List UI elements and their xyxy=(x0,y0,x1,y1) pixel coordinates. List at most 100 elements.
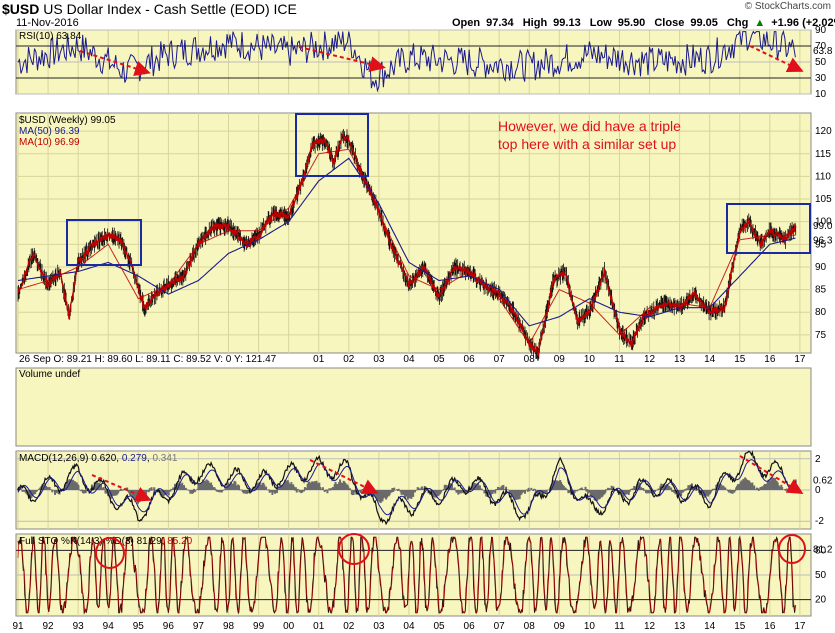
price-x-tick-10: 10 xyxy=(584,354,596,365)
price-x-tick-02: 02 xyxy=(343,354,355,365)
rsi-divergence-arrow-3 xyxy=(749,45,804,73)
low-value: 95.90 xyxy=(617,17,646,29)
price-x-tick-04: 04 xyxy=(403,354,415,365)
sto-highlight-circle-1 xyxy=(95,537,125,569)
sto-highlight-circle-3 xyxy=(778,534,806,564)
price-tick-95: 95 xyxy=(815,239,827,250)
macd-hist-value: 0.341 xyxy=(152,453,177,464)
price-x-tick-17: 17 xyxy=(794,354,806,365)
price-tick-90: 90 xyxy=(815,262,827,273)
price-tick-105: 105 xyxy=(815,194,832,205)
macd-divergence-arrow-2 xyxy=(309,459,379,494)
x-tick-10: 10 xyxy=(584,621,596,632)
instrument-name: US Dollar Index - Cash Settle (EOD) xyxy=(43,1,270,17)
rsi-divergence-arrow-1 xyxy=(79,50,151,77)
price-x-tick-07: 07 xyxy=(494,354,506,365)
x-tick-94: 94 xyxy=(103,621,115,632)
price-x-tick-16: 16 xyxy=(764,354,776,365)
price-tick-110: 110 xyxy=(815,171,831,182)
volume-panel xyxy=(15,367,812,447)
rsi-tick-30: 30 xyxy=(815,73,827,84)
price-x-tick-15: 15 xyxy=(734,354,746,365)
x-tick-96: 96 xyxy=(163,621,175,632)
close-label: Close xyxy=(654,17,685,29)
ma50-label: MA(50) 96.39 xyxy=(19,126,80,137)
sto-tick-80: 80 xyxy=(815,545,827,556)
macd-label-prefix: MACD(12,26,9) xyxy=(19,453,88,464)
chg-value: +1.96 (+2.02%) xyxy=(771,17,835,29)
x-tick-11: 11 xyxy=(614,621,625,632)
symbol: $USD xyxy=(2,1,40,17)
chg-label: Chg xyxy=(726,17,749,29)
x-tick-05: 05 xyxy=(433,621,445,632)
x-tick-92: 92 xyxy=(43,621,55,632)
price-last-value: 99.0 xyxy=(813,221,833,232)
price-tick-75: 75 xyxy=(815,330,827,341)
price-x-tick-14: 14 xyxy=(704,354,716,365)
sto-highlight-circle-2 xyxy=(338,533,370,565)
macd-line xyxy=(17,450,797,526)
x-tick-95: 95 xyxy=(133,621,145,632)
x-tick-91: 91 xyxy=(12,621,24,632)
watermark: © StockCharts.com xyxy=(744,1,831,12)
sto-label-prefix: Full STO %K(14,3) %D(3) xyxy=(19,536,134,547)
sto-tick-50: 50 xyxy=(815,570,827,581)
sto-last-value: 81.2 xyxy=(813,544,833,555)
sto-d-line xyxy=(17,535,796,615)
macd-signal-line xyxy=(17,459,796,516)
rsi-divergence-arrow-2 xyxy=(298,46,386,72)
macd-divergence-arrow-1 xyxy=(91,474,152,502)
x-tick-01: 01 xyxy=(313,621,325,632)
x-tick-16: 16 xyxy=(764,621,776,632)
x-tick-99: 99 xyxy=(253,621,265,632)
rsi-label: RSI(10) 63.84 xyxy=(19,31,82,42)
rsi-tick-50: 50 xyxy=(815,57,827,68)
price-x-tick-12: 12 xyxy=(644,354,656,365)
x-tick-12: 12 xyxy=(644,621,656,632)
sto-k-value: 81.29 xyxy=(137,536,162,547)
high-label: High xyxy=(522,17,548,29)
macd-tick-0: 0 xyxy=(815,485,821,496)
x-tick-17: 17 xyxy=(794,621,806,632)
high-value: 99.13 xyxy=(553,17,581,29)
rsi-last-value: 63.8 xyxy=(813,46,833,57)
price-x-tick-08: 08 xyxy=(524,354,536,365)
up-triangle-icon: ▲ xyxy=(754,17,766,29)
price-x-tick-01: 01 xyxy=(313,354,325,365)
x-tick-04: 04 xyxy=(403,621,415,632)
x-tick-98: 98 xyxy=(223,621,235,632)
ohlc-summary: Open 97.34 High 99.13 Low 95.90 Close 99.05 … xyxy=(452,17,835,29)
price-x-tick-05: 05 xyxy=(433,354,445,365)
macd-signal-value: 0.279 xyxy=(122,453,147,464)
exchange: ICE xyxy=(273,1,297,17)
macd-tick--2: -2 xyxy=(815,516,824,527)
axis-ticks: 90 70 50 30 10 63.8 120 115 110 105 100 95 90 85 80 75 9… xyxy=(813,25,833,606)
ma10-line xyxy=(17,148,796,345)
price-x-tick-13: 13 xyxy=(674,354,686,365)
x-tick-97: 97 xyxy=(193,621,205,632)
sto-label: Full STO %K(14,3) %D(3) 81.29, 85.20 xyxy=(19,536,193,547)
x-tick-02: 02 xyxy=(343,621,355,632)
macd-last-value: 0.62 xyxy=(813,475,833,486)
price-tick-100: 100 xyxy=(815,217,832,228)
rsi-tick-10: 10 xyxy=(815,89,827,100)
highlight-box-1993 xyxy=(66,219,142,266)
x-tick-13: 13 xyxy=(674,621,686,632)
price-series xyxy=(17,128,797,361)
volume-label: Volume undef xyxy=(19,369,80,380)
price-x-tick-03: 03 xyxy=(373,354,385,365)
x-tick-00: 00 xyxy=(283,621,295,632)
price-tick-80: 80 xyxy=(815,307,827,318)
price-x-tick-06: 06 xyxy=(464,354,476,365)
macd-tick-2: 2 xyxy=(815,454,821,465)
macd-divergence-arrow-3 xyxy=(739,455,804,495)
rsi-line xyxy=(17,29,796,93)
x-tick-09: 09 xyxy=(554,621,566,632)
macd-label: MACD(12,26,9) 0.620, 0.279, 0.341 xyxy=(19,453,178,464)
price-symbol-label: $USD (Weekly) 99.05 xyxy=(19,115,116,126)
highlight-box-2001 xyxy=(295,113,369,177)
x-tick-08: 08 xyxy=(524,621,536,632)
macd-value: 0.620 xyxy=(91,453,116,464)
annotation-line-1: However, we did have a triple xyxy=(498,118,681,134)
price-panel xyxy=(15,112,812,354)
